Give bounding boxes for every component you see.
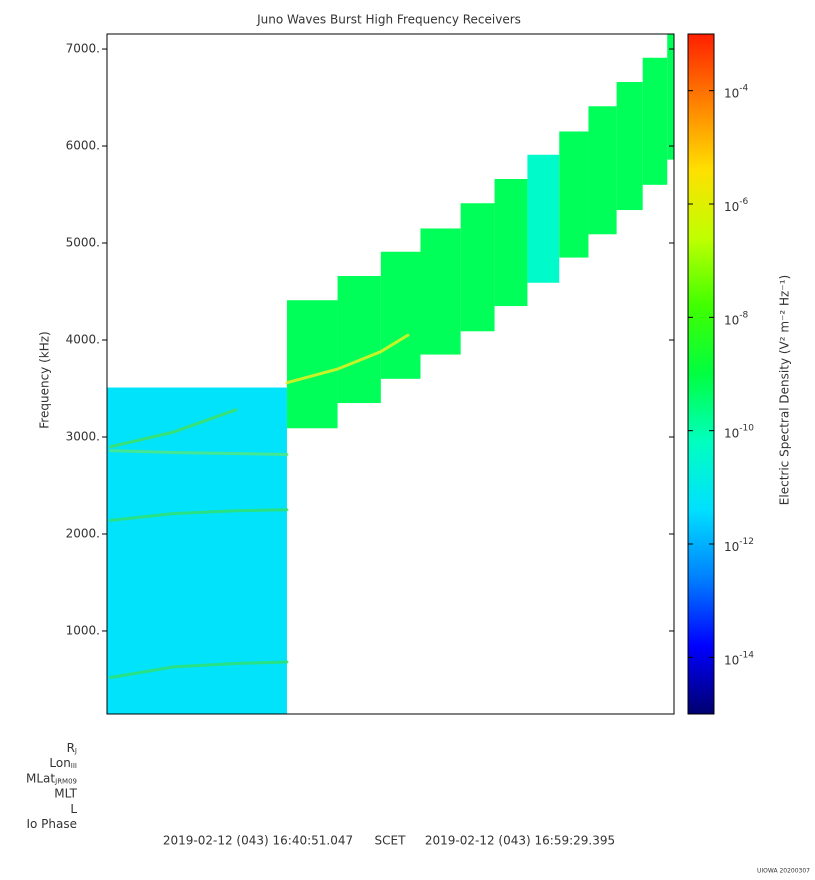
y-tick-label: 6000. bbox=[66, 139, 100, 153]
ephemeris-label: MLatJRM09 bbox=[26, 771, 77, 786]
colorbar-tick-base: 10 bbox=[724, 653, 739, 667]
spectrogram-block bbox=[559, 131, 589, 258]
emission-line bbox=[109, 508, 289, 522]
colorbar-tick-label: 10-14 bbox=[724, 650, 754, 667]
ephemeris-label-text: R bbox=[67, 741, 75, 755]
colorbar-tick-label: 10-12 bbox=[724, 537, 754, 554]
emission-line bbox=[109, 660, 289, 680]
colorbar-tick-base: 10 bbox=[724, 313, 739, 327]
chart-title: Juno Waves Burst High Frequency Receiver… bbox=[256, 13, 521, 27]
ephemeris-label-text: Lon bbox=[49, 756, 70, 770]
colorbar-tick-label: 10-6 bbox=[724, 197, 749, 214]
y-tick-label: 4000. bbox=[66, 333, 100, 347]
colorbar-tick-exp: -12 bbox=[739, 537, 754, 547]
spectrogram-block bbox=[642, 57, 668, 185]
colorbar-tick-label: 10-8 bbox=[724, 310, 749, 327]
y-tick-label: 7000. bbox=[66, 42, 100, 56]
emission-line bbox=[109, 449, 289, 456]
ephemeris-label-text: MLT bbox=[54, 786, 77, 800]
spectrogram-block bbox=[616, 82, 643, 211]
spectrogram-block bbox=[420, 228, 461, 355]
ephemeris-label-text: MLat bbox=[26, 771, 55, 785]
spectrogram-block bbox=[380, 251, 421, 379]
colorbar-tick-label: 10-10 bbox=[724, 423, 754, 440]
plot-frame bbox=[106, 33, 675, 715]
y-tick-label: 2000. bbox=[66, 526, 100, 540]
colorbar-label: Electric Spectral Density (V² m⁻² Hz⁻¹) bbox=[778, 275, 792, 505]
spectrogram-block bbox=[337, 275, 381, 404]
colorbar-tick-base: 10 bbox=[724, 540, 739, 554]
colorbar bbox=[687, 33, 715, 715]
end-time: 2019-02-12 (043) 16:59:29.395 bbox=[425, 834, 615, 848]
ephemeris-label-sub: III bbox=[71, 762, 77, 770]
ephemeris-label: MLT bbox=[54, 786, 77, 800]
colorbar-tick-base: 10 bbox=[724, 200, 739, 214]
colorbar-tick-exp: -10 bbox=[739, 423, 754, 433]
spectrogram-block bbox=[588, 106, 617, 235]
spectrogram-block bbox=[667, 34, 674, 160]
start-time: 2019-02-12 (043) 16:40:51.047 bbox=[163, 834, 353, 848]
y-axis-label: Frequency (kHz) bbox=[38, 331, 52, 428]
credit: UIOWA 20200307 bbox=[757, 868, 810, 875]
y-tick-label: 5000. bbox=[66, 236, 100, 250]
spectrogram-block bbox=[527, 154, 560, 283]
colorbar-tick-label: 10-4 bbox=[724, 83, 749, 100]
ephemeris-label: L bbox=[70, 801, 77, 815]
spectrogram-block bbox=[460, 203, 495, 332]
spectrogram-block bbox=[494, 179, 528, 307]
ephemeris-label: RJ bbox=[67, 741, 77, 756]
ephemeris-label: Io Phase bbox=[26, 817, 77, 831]
colorbar-tick-exp: -8 bbox=[739, 310, 748, 320]
ephemeris-label: LonIII bbox=[49, 756, 77, 771]
time-system: SCET bbox=[375, 834, 407, 848]
spectrogram-block bbox=[286, 300, 338, 429]
colorbar-tick-exp: -14 bbox=[739, 650, 754, 660]
ephemeris-label-text: Io Phase bbox=[26, 817, 77, 831]
colorbar-tick-base: 10 bbox=[724, 86, 739, 100]
y-tick-label: 3000. bbox=[66, 429, 100, 443]
emission-line bbox=[285, 333, 410, 385]
emission-line bbox=[109, 408, 238, 449]
colorbar-tick-exp: -6 bbox=[739, 197, 748, 207]
y-tick-label: 1000. bbox=[66, 623, 100, 637]
ephemeris-label-sub: JRM09 bbox=[54, 777, 77, 785]
ephemeris-label-text: L bbox=[70, 801, 77, 815]
colorbar-tick-exp: -4 bbox=[739, 83, 748, 93]
ephemeris-label-sub: J bbox=[74, 747, 77, 755]
colorbar-tick-base: 10 bbox=[724, 426, 739, 440]
